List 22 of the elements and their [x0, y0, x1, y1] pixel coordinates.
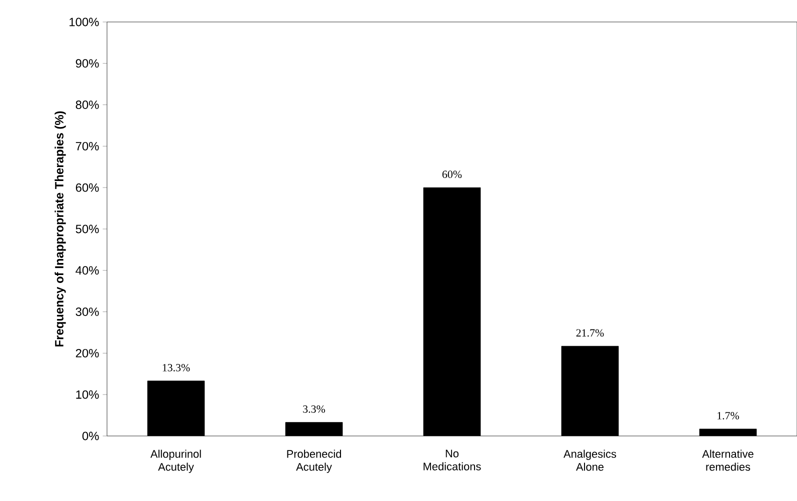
y-tick-label: 90%	[76, 59, 99, 68]
data-label: 13.3%	[162, 364, 190, 372]
data-label: 1.7%	[718, 412, 740, 420]
data-label: 3.3%	[303, 405, 326, 413]
y-tick-label: 40%	[76, 266, 99, 275]
x-tick-label: Allopurinol Acutely	[150, 450, 201, 473]
data-label: 60%	[442, 170, 462, 178]
y-tick-label: 100%	[70, 18, 99, 26]
y-tick-label: 50%	[76, 224, 99, 234]
x-tick-label: No Medications	[424, 450, 481, 470]
y-tick-label: 0%	[82, 432, 99, 440]
y-tick-label: 20%	[76, 348, 99, 358]
y-axis-title: Frequency of Inappropriate Therapies (%)	[54, 111, 66, 346]
y-tick-label: 60%	[76, 183, 99, 192]
y-tick-label: 80%	[76, 100, 99, 110]
x-tick-label: Probenecid Acutely	[287, 450, 342, 473]
x-tick-label: Alternative remedies	[702, 450, 754, 471]
y-tick-label: 10%	[76, 390, 99, 399]
y-tick-label: 70%	[76, 142, 99, 150]
data-label: 21.7%	[576, 329, 604, 337]
x-tick-label: Analgesics Alone	[564, 450, 616, 471]
y-tick-label: 30%	[76, 308, 99, 316]
